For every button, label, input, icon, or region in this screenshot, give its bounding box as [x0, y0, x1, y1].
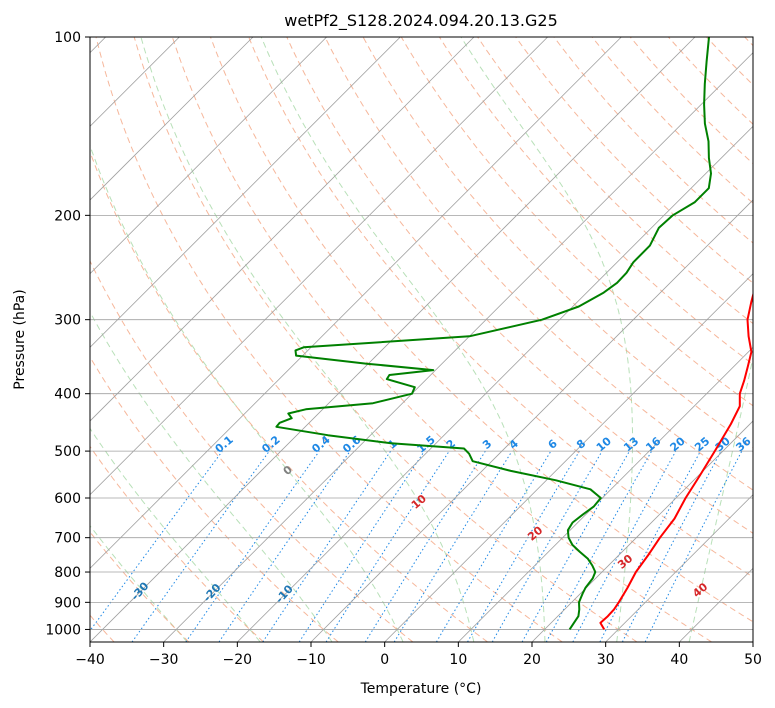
dry-adiabat-line	[90, 356, 339, 642]
isotherm-line	[90, 37, 401, 348]
dry-adiabat-line	[90, 259, 414, 642]
mixing-ratio-line	[298, 450, 425, 642]
moist-adiabat-line	[460, 37, 633, 642]
y-tick-label: 1000	[45, 622, 81, 638]
y-tick-label: 700	[54, 531, 81, 547]
isotherm-line	[90, 37, 548, 496]
dry-adiabat-line	[171, 37, 712, 642]
isotherm-line	[237, 125, 753, 642]
chart-title: wetPf2_S128.2024.094.20.13.G25	[284, 11, 558, 31]
profiles	[275, 37, 753, 630]
isotherm-line	[605, 494, 753, 642]
axes: −40 −30 −20 −10 0 10 20 30 40 50 100 200 300 400 500 60…	[45, 30, 762, 668]
moist-adiabats	[90, 37, 753, 642]
moist-adiabat-line	[90, 427, 261, 642]
x-tick-label: −10	[296, 652, 326, 668]
dry-adiabat-line	[133, 37, 638, 642]
moist-adiabat-line	[90, 310, 333, 642]
x-axis-label: Temperature (°C)	[360, 681, 482, 697]
mixing-ratio-line	[262, 450, 392, 642]
isotherm-line	[310, 199, 753, 642]
moist-adiabat-line	[90, 144, 404, 642]
isotherm-line	[90, 37, 327, 275]
y-tick-label: 300	[54, 313, 81, 329]
mixing-ratio-lines	[90, 450, 743, 642]
isotherm-line	[90, 37, 475, 422]
mixing-ratio-line	[393, 450, 513, 642]
isotherm-line	[531, 420, 753, 642]
isotherms	[90, 37, 753, 642]
mixing-ratio-line	[644, 450, 743, 642]
isotherm-line	[458, 346, 753, 642]
dry-adiabat-line	[515, 37, 753, 284]
moist-adiabat-line	[90, 524, 188, 642]
mixing-ratio-line	[521, 450, 630, 642]
isobars	[90, 37, 753, 630]
dry-adiabat-line	[210, 37, 753, 623]
isotherm-line	[90, 37, 254, 201]
dry-adiabat-line	[90, 445, 264, 642]
x-tick-label: −40	[75, 652, 105, 668]
x-tick-label: 40	[670, 652, 688, 668]
dry-adiabat-line	[95, 37, 563, 642]
x-tick-label: −30	[149, 652, 179, 668]
plot-frame	[89, 36, 754, 643]
moist-adiabat-line	[140, 37, 475, 642]
isotherm-line	[163, 52, 753, 642]
mixing-ratio-line	[218, 450, 351, 642]
isotherm-line	[90, 37, 696, 642]
x-tick-label: 20	[523, 652, 541, 668]
mixing-ratio-line	[572, 450, 677, 642]
y-tick-label: 600	[54, 491, 81, 507]
mixing-ratio-line	[545, 450, 653, 642]
temperature-profile-line	[599, 291, 753, 630]
moist-adiabat-line	[688, 355, 753, 642]
y-tick-label: 800	[54, 565, 81, 581]
x-tick-label: −20	[223, 652, 253, 668]
isotherm-line	[384, 273, 753, 642]
x-tick-label: 30	[597, 652, 615, 668]
x-tick-label: 0	[380, 652, 389, 668]
dry-adiabat-line	[286, 37, 753, 534]
y-tick-label: 100	[54, 30, 81, 46]
mixing-ratio-line	[185, 450, 320, 642]
dry-adiabats	[90, 37, 753, 642]
x-tick-label: 10	[449, 652, 467, 668]
y-tick-label: 400	[54, 387, 81, 403]
dry-adiabat-line	[324, 37, 753, 491]
y-tick-label: 200	[54, 208, 81, 224]
y-tick-label: 900	[54, 595, 81, 611]
y-tick-label: 500	[54, 444, 81, 460]
dry-adiabat-line	[248, 37, 753, 578]
mixing-ratio-line	[90, 450, 223, 632]
mixing-ratio-line	[131, 450, 270, 642]
moist-adiabat-line	[260, 37, 546, 642]
mixing-ratio-line	[325, 450, 450, 642]
y-axis-label: Pressure (hPa)	[12, 289, 28, 389]
x-tick-label: 50	[744, 652, 762, 668]
isotherm-line	[90, 37, 622, 569]
dewpoint-profile-line	[275, 37, 712, 630]
